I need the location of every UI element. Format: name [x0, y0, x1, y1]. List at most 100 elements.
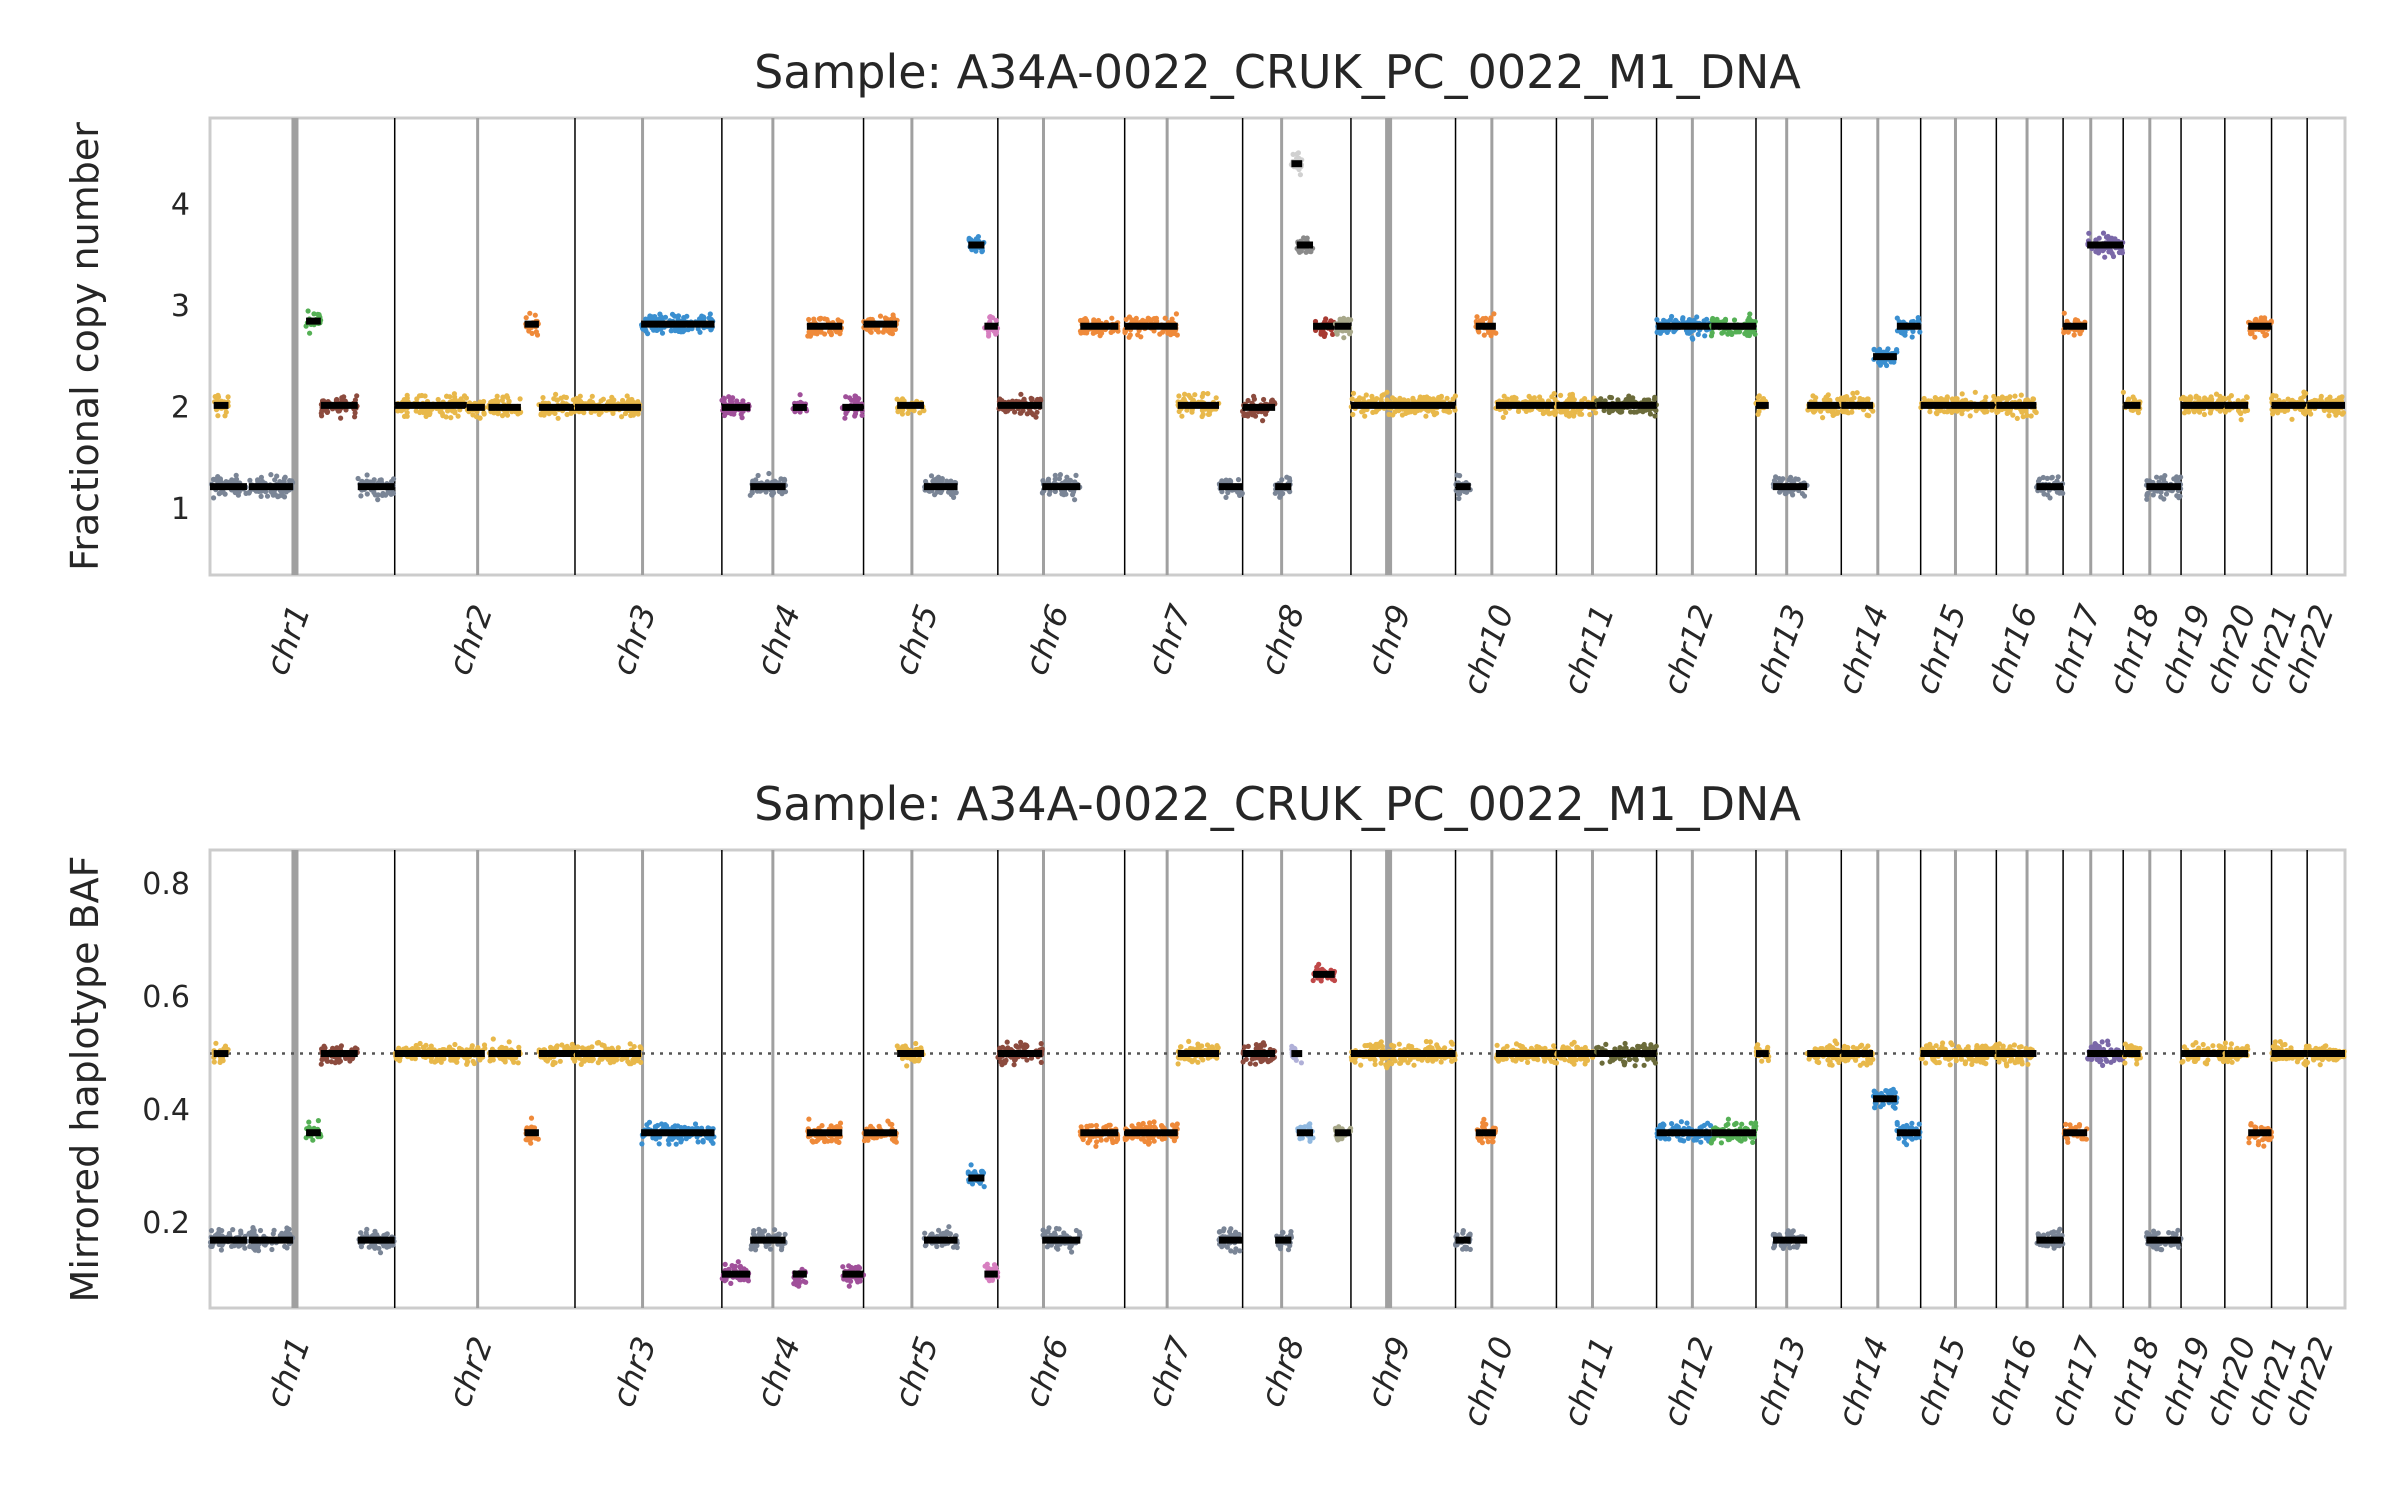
data-point — [232, 479, 238, 485]
data-point — [306, 1119, 312, 1125]
data-point — [389, 478, 395, 485]
data-point — [1944, 394, 1950, 400]
data-point — [371, 477, 377, 483]
data-point — [552, 410, 558, 416]
data-point — [979, 249, 985, 255]
data-point — [1045, 478, 1051, 485]
data-point — [523, 315, 529, 321]
data-point — [923, 478, 929, 485]
data-point — [2252, 334, 2258, 340]
data-point — [1272, 490, 1278, 496]
data-point — [975, 234, 982, 240]
data-point — [364, 478, 370, 484]
data-point — [594, 1040, 601, 1046]
data-point — [321, 1043, 327, 1049]
data-point — [922, 1230, 928, 1236]
data-point — [2213, 391, 2220, 397]
data-point — [1634, 409, 1640, 415]
data-point — [454, 1059, 460, 1065]
data-point — [1371, 397, 1377, 403]
data-point — [1053, 1245, 1059, 1251]
data-point — [1034, 396, 1041, 403]
data-point — [490, 1036, 496, 1042]
data-point — [1083, 317, 1090, 324]
data-point — [2300, 410, 2307, 416]
data-point — [587, 398, 593, 404]
data-point — [255, 1245, 261, 1251]
data-point — [946, 1230, 952, 1236]
data-point — [264, 493, 271, 499]
data-point — [352, 414, 358, 420]
data-point — [223, 409, 229, 415]
data-point — [319, 413, 325, 419]
data-point — [2033, 409, 2039, 416]
data-point — [1885, 346, 1891, 352]
data-point — [749, 489, 755, 495]
data-point — [1776, 476, 1782, 482]
data-point — [1219, 489, 1225, 495]
data-point — [465, 1059, 471, 1065]
data-point — [772, 1227, 778, 1233]
data-point — [213, 477, 219, 483]
data-point — [1735, 328, 1741, 335]
data-point — [700, 1137, 706, 1144]
data-point — [1652, 394, 1658, 400]
data-point — [1493, 330, 1499, 336]
data-point — [255, 479, 261, 485]
chart-title: Sample: A34A-0022_CRUK_PC_0022_M1_DNA — [754, 45, 1801, 99]
data-point — [2201, 411, 2207, 418]
data-point — [620, 397, 626, 404]
data-point — [771, 490, 777, 496]
data-point — [782, 1231, 788, 1237]
data-point — [2179, 396, 2185, 402]
data-point — [1709, 330, 1715, 336]
data-point — [2024, 412, 2030, 419]
data-point — [352, 410, 358, 416]
data-point — [2326, 413, 2332, 419]
data-point — [258, 493, 264, 499]
data-point — [1722, 317, 1729, 324]
data-point — [816, 1135, 823, 1141]
data-point — [279, 1230, 285, 1236]
data-point — [917, 410, 923, 416]
data-point — [1186, 392, 1192, 398]
data-point — [1029, 396, 1035, 402]
data-point — [722, 1261, 728, 1267]
data-point — [533, 329, 540, 335]
data-point — [645, 331, 651, 337]
data-point — [1704, 316, 1710, 322]
data-point — [1290, 151, 1296, 157]
data-point — [1213, 395, 1219, 401]
x-tick-label: chr6 — [1017, 600, 1077, 680]
data-point — [806, 1116, 812, 1122]
data-point — [446, 1044, 453, 1050]
data-point — [741, 1277, 747, 1283]
data-point — [1090, 330, 1096, 336]
data-point — [1491, 311, 1497, 317]
data-point — [727, 398, 733, 404]
data-point — [1070, 492, 1076, 498]
data-point — [806, 329, 812, 335]
data-point — [2045, 492, 2051, 498]
data-point — [1567, 392, 1573, 398]
data-point — [246, 490, 252, 496]
data-point — [1790, 492, 1796, 498]
data-point — [1818, 408, 1824, 414]
data-point — [810, 329, 816, 335]
data-point — [2331, 409, 2337, 415]
data-point — [235, 492, 241, 498]
data-point — [735, 1259, 741, 1265]
data-point — [372, 1243, 378, 1249]
data-point — [1350, 411, 1356, 418]
data-point — [828, 332, 835, 338]
data-point — [654, 327, 660, 333]
data-point — [1444, 395, 1450, 401]
data-point — [2193, 393, 2199, 399]
y-tick-label: 2 — [171, 390, 190, 425]
data-point — [987, 314, 993, 320]
x-tick-label: chr7 — [1139, 599, 1199, 680]
data-point — [1260, 418, 1266, 424]
data-point — [1944, 409, 1950, 415]
data-point — [797, 392, 803, 398]
data-point — [954, 1244, 960, 1251]
